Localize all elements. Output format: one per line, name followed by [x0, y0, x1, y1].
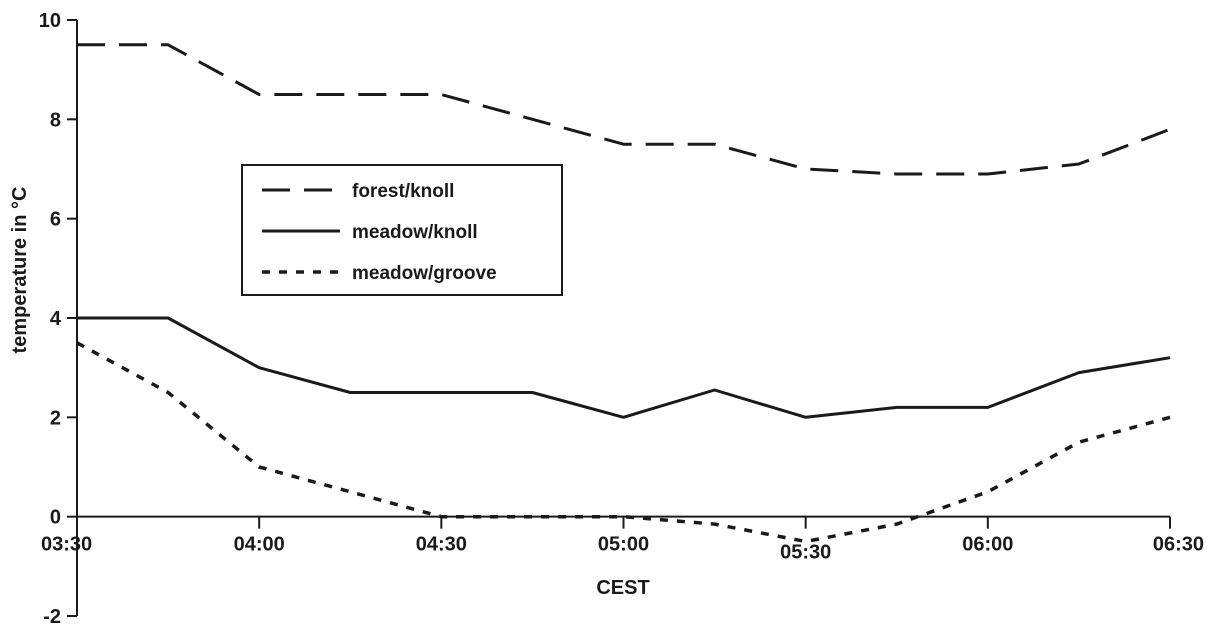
x-axis-title: CEST — [596, 577, 649, 599]
y-axis-title: temperature in °C — [9, 187, 31, 354]
series-line-meadow-knoll — [77, 316, 1171, 419]
ticks-layer: -2 0 2 4 6 8 10 03:30 04:00 04:30 05:00 05:30 06:00 0… — [39, 10, 1204, 624]
y-tick-label: 4 — [50, 308, 62, 330]
y-tick-label: -2 — [43, 606, 61, 624]
legend-label: meadow/knoll — [352, 222, 478, 243]
x-tick-label: 05:30 — [780, 542, 831, 564]
y-tick-label: 10 — [39, 10, 61, 32]
series-layer — [76, 43, 1171, 544]
legend-label: meadow/groove — [352, 263, 497, 284]
x-tick-label: 03:30 — [41, 534, 92, 556]
legend-items: forest/knoll meadow/knoll meadow/groove — [262, 181, 497, 284]
x-tick-label: 05:00 — [598, 534, 649, 556]
x-tick-label: 04:30 — [416, 534, 467, 556]
y-tick-label: 8 — [50, 109, 61, 131]
y-tick-label: 2 — [50, 407, 61, 429]
series-line-forest-knoll — [77, 43, 1171, 176]
y-tick-label: 6 — [50, 209, 61, 231]
x-tick-label: 06:00 — [962, 534, 1013, 556]
legend: forest/knoll meadow/knoll meadow/groove — [241, 164, 563, 296]
legend-label: forest/knoll — [352, 181, 454, 202]
series-line-meadow-groove — [76, 341, 1171, 544]
y-tick-label: 0 — [50, 507, 61, 529]
x-tick-label: 06:30 — [1153, 534, 1204, 556]
x-tick-label: 04:00 — [234, 534, 285, 556]
